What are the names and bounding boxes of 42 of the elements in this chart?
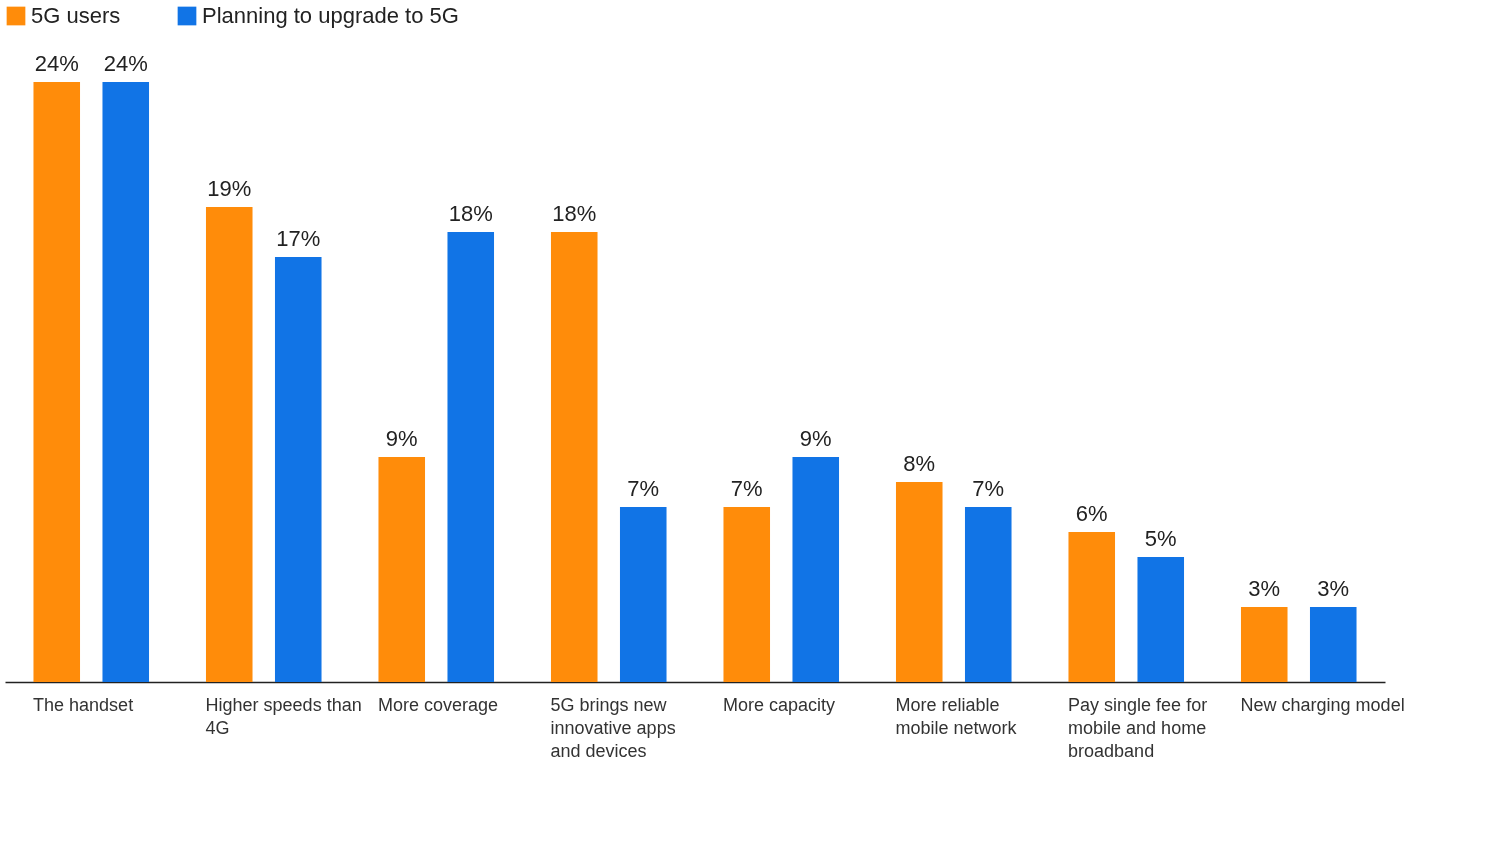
data-label: 9%	[799, 426, 832, 451]
x-tick-label: Higher speeds than 4G	[205, 694, 362, 738]
data-label: 7%	[627, 476, 660, 501]
data-label: 19%	[207, 176, 252, 201]
bar	[447, 232, 495, 682]
data-label: 6%	[1075, 501, 1108, 526]
data-label: 18%	[552, 201, 597, 226]
data-label: 7%	[972, 476, 1005, 501]
x-tick-label: More reliable mobile network	[895, 694, 1018, 738]
bar	[378, 457, 426, 682]
data-label: 24%	[103, 51, 148, 76]
bar	[723, 507, 771, 682]
data-label: 17%	[276, 226, 321, 251]
legend-label: 5G users	[31, 3, 121, 28]
data-label: 5%	[1144, 526, 1177, 551]
data-label: 3%	[1248, 576, 1281, 601]
bar	[550, 232, 598, 682]
x-tick-label: 5G brings new innovative apps and devices	[550, 694, 676, 761]
x-tick-label: The handset	[33, 694, 134, 715]
data-label: 8%	[903, 451, 936, 476]
x-tick-label: Pay single fee for mobile and home broadband	[1068, 694, 1208, 761]
x-tick-label: New charging model	[1240, 694, 1405, 715]
bar	[1137, 557, 1185, 682]
data-label: 24%	[34, 51, 79, 76]
data-label: 9%	[385, 426, 418, 451]
bar	[102, 82, 150, 682]
bar	[1240, 607, 1288, 682]
bar	[205, 207, 253, 682]
x-tick-label: More capacity	[723, 694, 836, 715]
data-label: 7%	[730, 476, 763, 501]
bar	[964, 507, 1012, 682]
bar	[1068, 532, 1116, 682]
bar	[274, 257, 322, 682]
bar	[1309, 607, 1357, 682]
bar	[33, 82, 81, 682]
bar	[619, 507, 667, 682]
legend-label: Planning to upgrade to 5G	[202, 3, 459, 28]
data-label: 3%	[1317, 576, 1350, 601]
data-label: 18%	[448, 201, 493, 226]
bar	[792, 457, 840, 682]
x-tick-label: More coverage	[378, 694, 499, 715]
bar	[895, 482, 943, 682]
